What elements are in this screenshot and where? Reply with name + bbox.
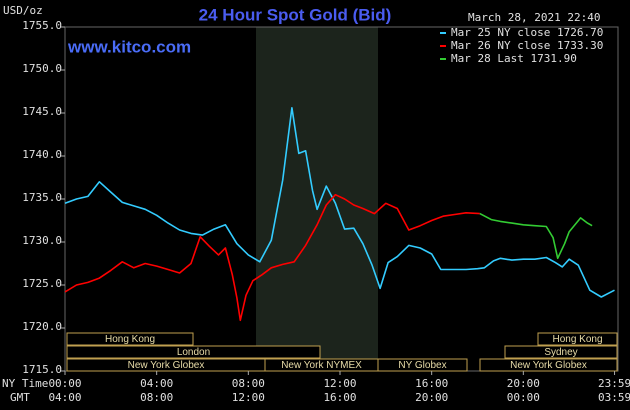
legend-label: Mar 25 NY close 1726.70 <box>451 26 603 39</box>
y-tick-label: 1735.0 <box>22 191 62 204</box>
x2-tick-label: 03:59 <box>598 391 630 404</box>
session-label: New York Globex <box>128 360 205 371</box>
session-label: Sydney <box>544 347 577 358</box>
legend-label: Mar 28 Last 1731.90 <box>451 52 577 65</box>
x2-tick-label: 20:00 <box>415 391 448 404</box>
y-tick-label: 1745.0 <box>22 105 62 118</box>
session-label: Hong Kong <box>552 334 602 345</box>
x-tick-label: 16:00 <box>415 377 448 390</box>
x-tick-label: 12:00 <box>323 377 356 390</box>
y-tick-label: 1720.0 <box>22 320 62 333</box>
x-axis-label: NY Time <box>2 377 48 390</box>
y-tick-label: 1715.0 <box>22 363 62 376</box>
unit-label: USD/oz <box>3 4 43 17</box>
session-label: London <box>177 347 210 358</box>
session-bar <box>537 332 618 346</box>
session-label: New York Globex <box>510 360 587 371</box>
x2-tick-label: 12:00 <box>232 391 265 404</box>
x2-axis-label: GMT <box>10 391 30 404</box>
y-tick-label: 1755.0 <box>22 19 62 32</box>
session-bar <box>66 345 321 359</box>
y-tick-label: 1750.0 <box>22 62 62 75</box>
site-label: www.kitco.com <box>67 37 191 56</box>
timestamp: March 28, 2021 22:40 <box>468 11 600 24</box>
x2-tick-label: 16:00 <box>323 391 356 404</box>
x2-tick-label: 00:00 <box>507 391 540 404</box>
session-bar <box>504 345 618 359</box>
x-tick-label: 00:00 <box>48 377 81 390</box>
x-tick-label: 08:00 <box>232 377 265 390</box>
series-line <box>64 107 615 298</box>
x2-tick-label: 08:00 <box>140 391 173 404</box>
y-tick-label: 1730.0 <box>22 234 62 247</box>
session-label: Hong Kong <box>105 334 155 345</box>
x-tick-label: 23:59 <box>598 377 630 390</box>
legend-label: Mar 26 NY close 1733.30 <box>451 39 603 52</box>
series-line <box>64 193 480 322</box>
session-label: New York NYMEX <box>281 360 362 371</box>
x-tick-label: 20:00 <box>507 377 540 390</box>
session-label: NY Globex <box>398 360 446 371</box>
chart-title: 24 Hour Spot Gold (Bid) <box>199 5 392 24</box>
y-tick-label: 1725.0 <box>22 277 62 290</box>
x2-tick-label: 04:00 <box>48 391 81 404</box>
session-bar <box>479 358 618 372</box>
session-bar <box>66 332 194 346</box>
y-tick-label: 1740.0 <box>22 148 62 161</box>
session-bar <box>377 358 468 372</box>
x-tick-label: 04:00 <box>140 377 173 390</box>
series-line <box>479 212 593 260</box>
highlight-region <box>256 27 378 371</box>
